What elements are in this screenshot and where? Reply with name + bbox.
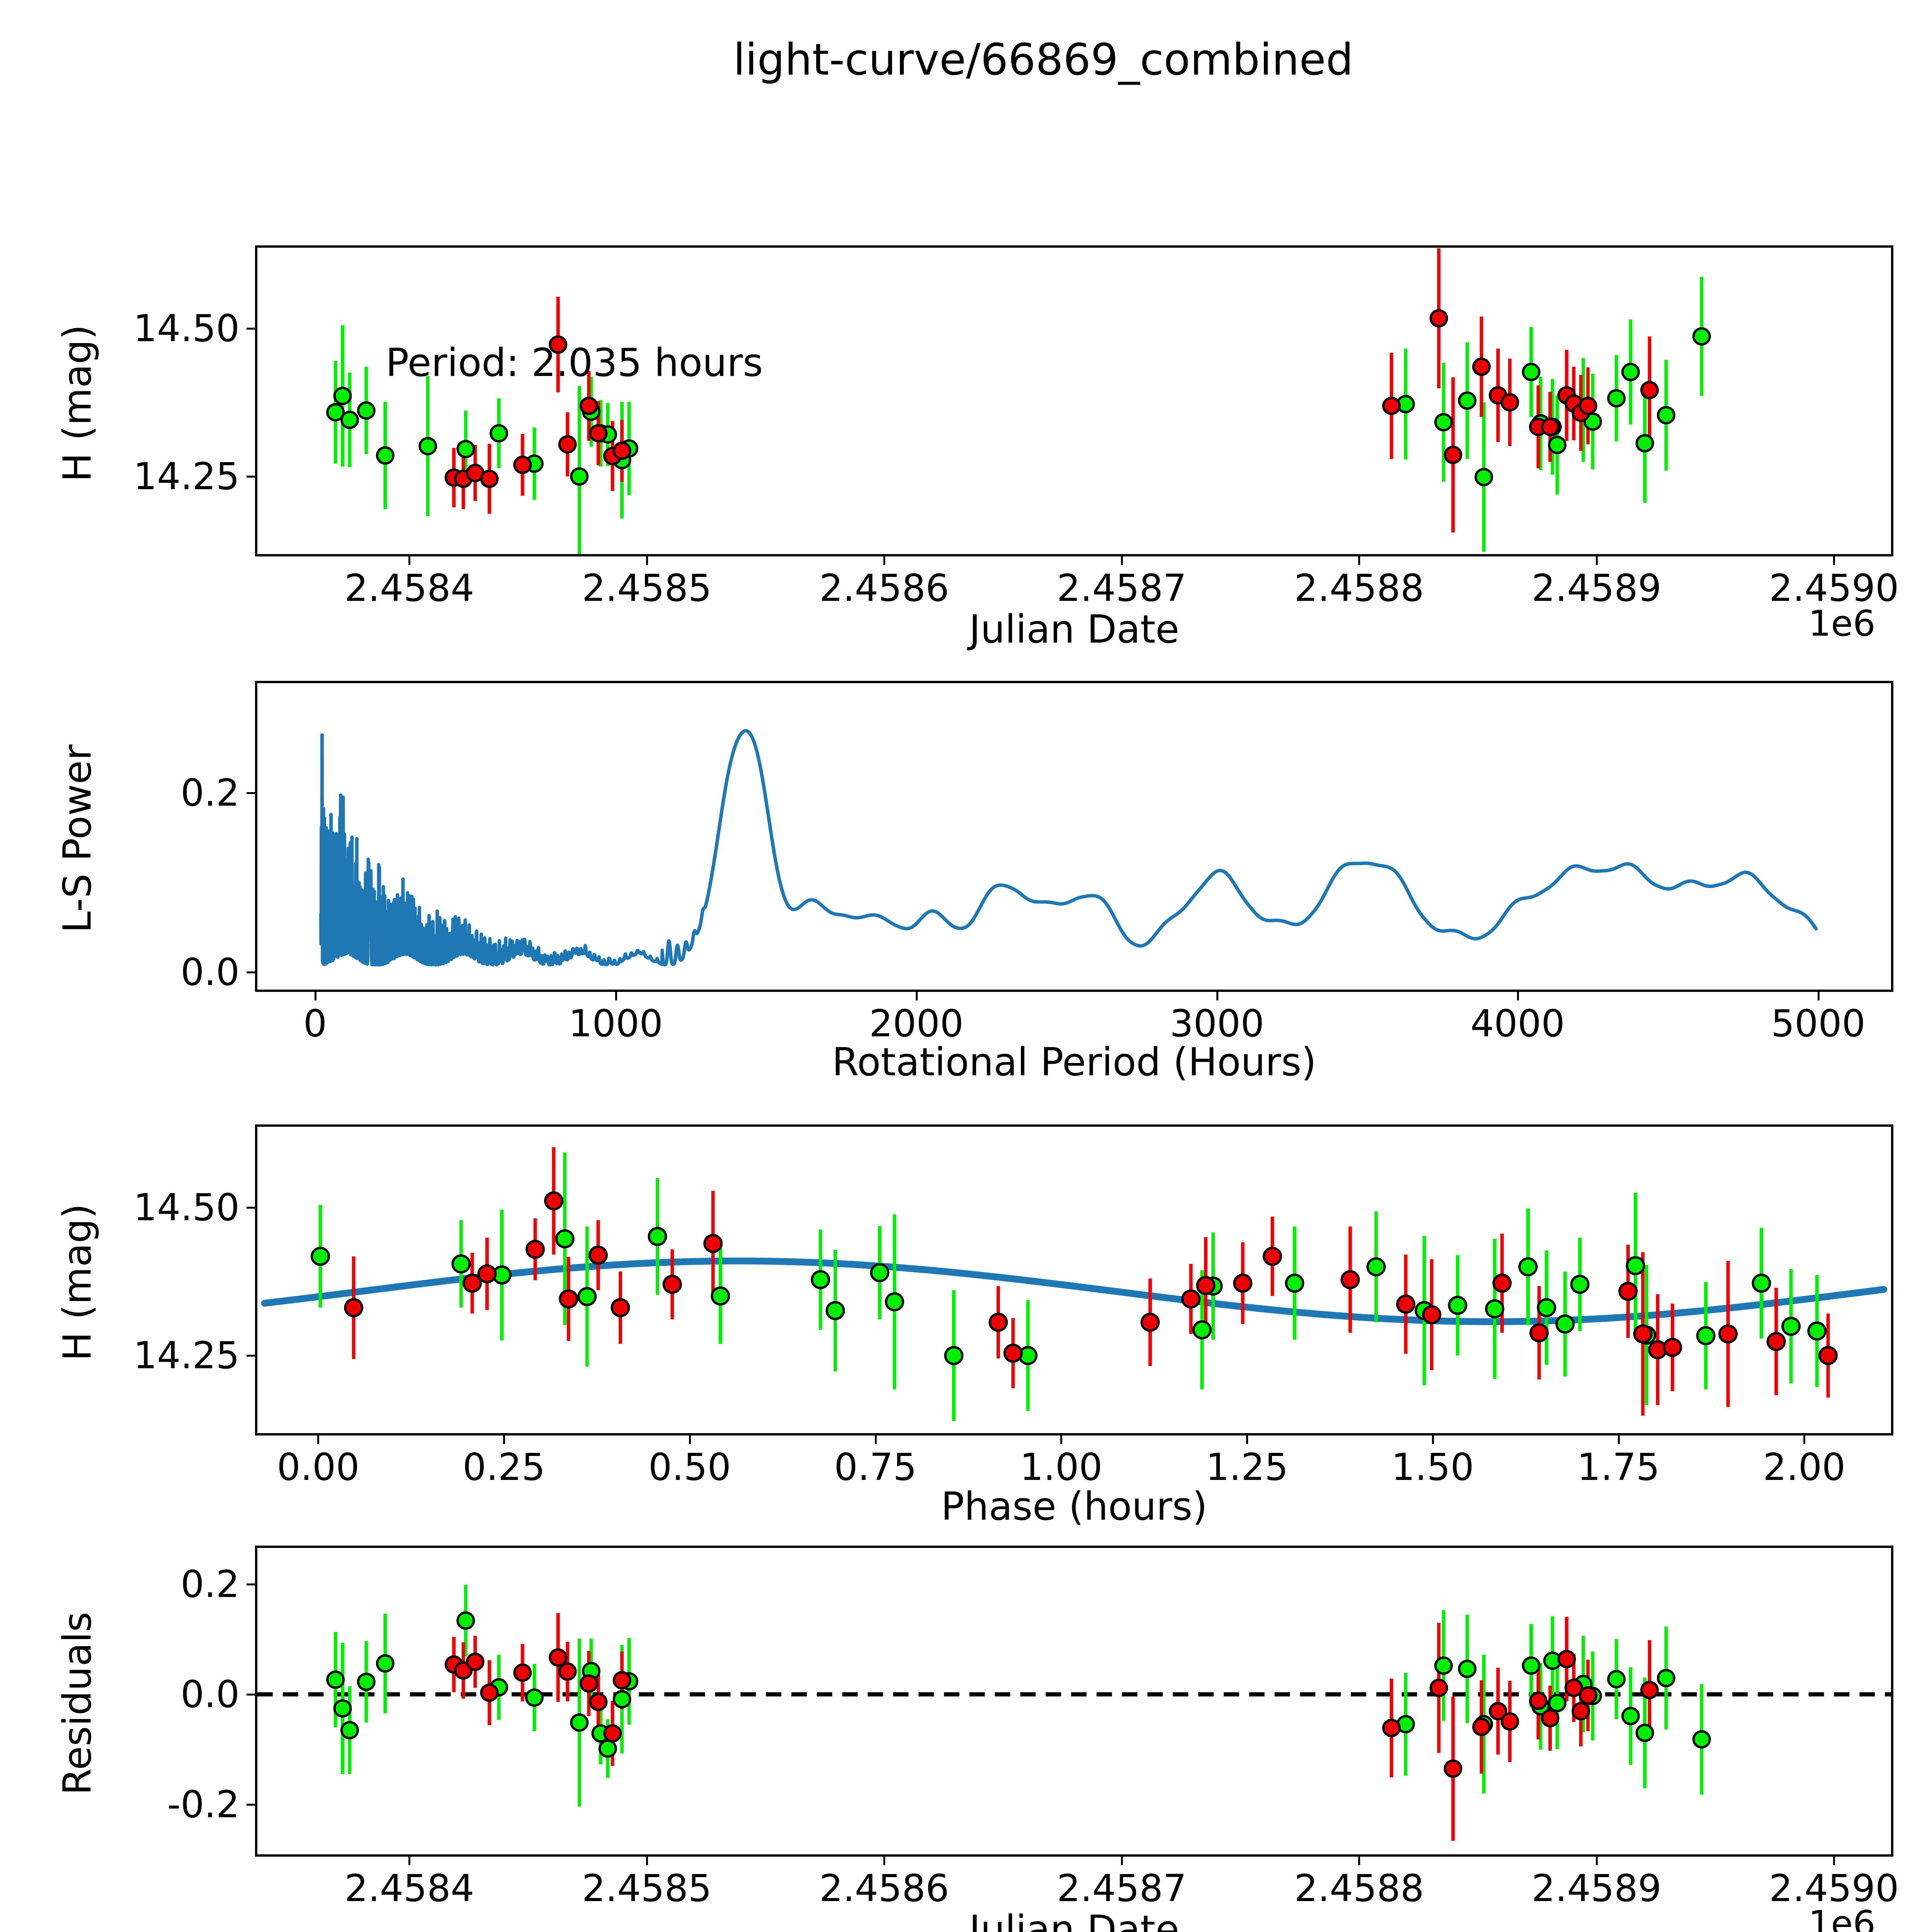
x-tick-mark: [1803, 1435, 1806, 1444]
x-tick-mark: [1833, 556, 1835, 565]
period-annotation: Period: 2.035 hours: [385, 340, 763, 385]
x-tick-label: 2.4586: [819, 566, 949, 610]
y-tick-mark: [247, 1693, 255, 1696]
x-tick-mark: [1617, 1435, 1620, 1444]
x-tick-mark: [915, 992, 918, 1000]
plot-area-phasefold: [257, 1127, 1891, 1433]
x-tick-mark: [1358, 556, 1361, 565]
y-tick-mark: [247, 327, 255, 330]
y-tick-mark: [247, 476, 255, 478]
y-tick-label: 14.25: [133, 1334, 240, 1377]
x-tick-label: 1.75: [1577, 1446, 1660, 1489]
panel-residuals: [255, 1546, 1893, 1857]
y-tick-label: 0.0: [180, 1672, 240, 1716]
x-tick-mark: [1833, 1857, 1835, 1865]
x-tick-mark: [1216, 992, 1218, 1000]
x-tick-mark: [1595, 1857, 1598, 1865]
x-tick-label: 1.00: [1020, 1446, 1103, 1489]
x-tick-mark: [1246, 1435, 1248, 1444]
x-tick-mark: [689, 1435, 691, 1444]
x-tick-mark: [646, 556, 648, 565]
axis-label-lightcurve-x: Julian Date: [969, 607, 1179, 652]
y-tick-label: 0.2: [180, 771, 240, 815]
plot-area-residuals: [257, 1548, 1891, 1854]
x-tick-mark: [314, 992, 316, 1000]
y-tick-label: 0.2: [180, 1562, 240, 1606]
y-tick-label: -0.2: [167, 1782, 240, 1826]
x-tick-label: 0.75: [834, 1446, 917, 1489]
x-tick-label: 2.4589: [1531, 1867, 1662, 1910]
x-tick-label: 0.00: [277, 1446, 360, 1489]
y-tick-mark: [247, 1206, 255, 1209]
x-tick-label: 2000: [869, 1002, 964, 1045]
x-tick-label: 2.4584: [344, 566, 474, 610]
x-tick-mark: [1358, 1857, 1361, 1865]
x-tick-mark: [615, 992, 617, 1000]
x-tick-label: 2.4586: [819, 1867, 949, 1910]
panel-periodogram: [255, 681, 1893, 992]
plot-area-periodogram: [257, 683, 1891, 990]
y-tick-label: 14.50: [133, 306, 240, 350]
x-tick-mark: [883, 1857, 886, 1865]
y-tick-mark: [247, 792, 255, 794]
x-tick-label: 3000: [1170, 1002, 1264, 1045]
axis-label-phasefold-x: Phase (hours): [941, 1484, 1208, 1529]
y-tick-mark: [247, 1355, 255, 1357]
x-tick-label: 5000: [1771, 1002, 1866, 1045]
x-tick-mark: [1817, 992, 1820, 1000]
x-tick-label: 2.00: [1763, 1446, 1846, 1489]
panel-phasefold: [255, 1124, 1893, 1435]
y-tick-mark: [247, 971, 255, 973]
x-tick-label: 2.4585: [582, 1867, 712, 1910]
x-tick-label: 2.4589: [1531, 566, 1662, 610]
x-tick-label: 2.4590: [1769, 566, 1899, 610]
x-tick-mark: [874, 1435, 877, 1444]
axis-offset-lightcurve: 1e6: [1808, 603, 1876, 644]
y-tick-label: 14.25: [133, 455, 240, 498]
x-tick-label: 2.4590: [1769, 1867, 1899, 1910]
x-tick-label: 2.4588: [1294, 566, 1424, 610]
x-tick-mark: [408, 556, 411, 565]
y-tick-mark: [247, 1803, 255, 1806]
y-tick-label: 0.0: [180, 950, 240, 994]
x-tick-mark: [503, 1435, 505, 1444]
plot-area-lightcurve: [257, 248, 1891, 554]
x-tick-label: 1.50: [1391, 1446, 1474, 1489]
x-tick-mark: [883, 556, 886, 565]
x-tick-label: 2.4585: [582, 566, 712, 610]
x-tick-label: 1.25: [1206, 1446, 1288, 1489]
y-tick-label: 14.50: [133, 1185, 240, 1229]
x-tick-mark: [408, 1857, 411, 1865]
x-tick-mark: [1121, 1857, 1123, 1865]
figure-title: light-curve/66869_combined: [733, 35, 1354, 85]
x-tick-label: 2.4587: [1056, 566, 1187, 610]
x-tick-label: 2.4584: [344, 1867, 474, 1910]
x-tick-label: 0.25: [463, 1446, 546, 1489]
axis-label-periodogram-x: Rotational Period (Hours): [832, 1039, 1316, 1085]
panel-lightcurve: [255, 245, 1893, 556]
axis-label-periodogram-y: L-S Power: [54, 744, 100, 933]
x-tick-label: 2.4588: [1294, 1867, 1424, 1910]
x-tick-mark: [1595, 556, 1598, 565]
axis-label-residuals-x: Julian Date: [969, 1907, 1179, 1932]
x-tick-label: 0: [303, 1002, 327, 1045]
x-tick-mark: [317, 1435, 320, 1444]
x-tick-label: 0.50: [648, 1446, 731, 1489]
x-tick-mark: [646, 1857, 648, 1865]
axis-offset-residuals: 1e6: [1808, 1903, 1876, 1932]
x-tick-mark: [1517, 992, 1519, 1000]
x-tick-label: 2.4587: [1056, 1867, 1187, 1910]
y-tick-mark: [247, 1583, 255, 1585]
x-tick-label: 1000: [568, 1002, 663, 1045]
x-tick-mark: [1121, 556, 1123, 565]
x-tick-mark: [1432, 1435, 1434, 1444]
x-tick-mark: [1060, 1435, 1063, 1444]
x-tick-label: 4000: [1470, 1002, 1565, 1045]
